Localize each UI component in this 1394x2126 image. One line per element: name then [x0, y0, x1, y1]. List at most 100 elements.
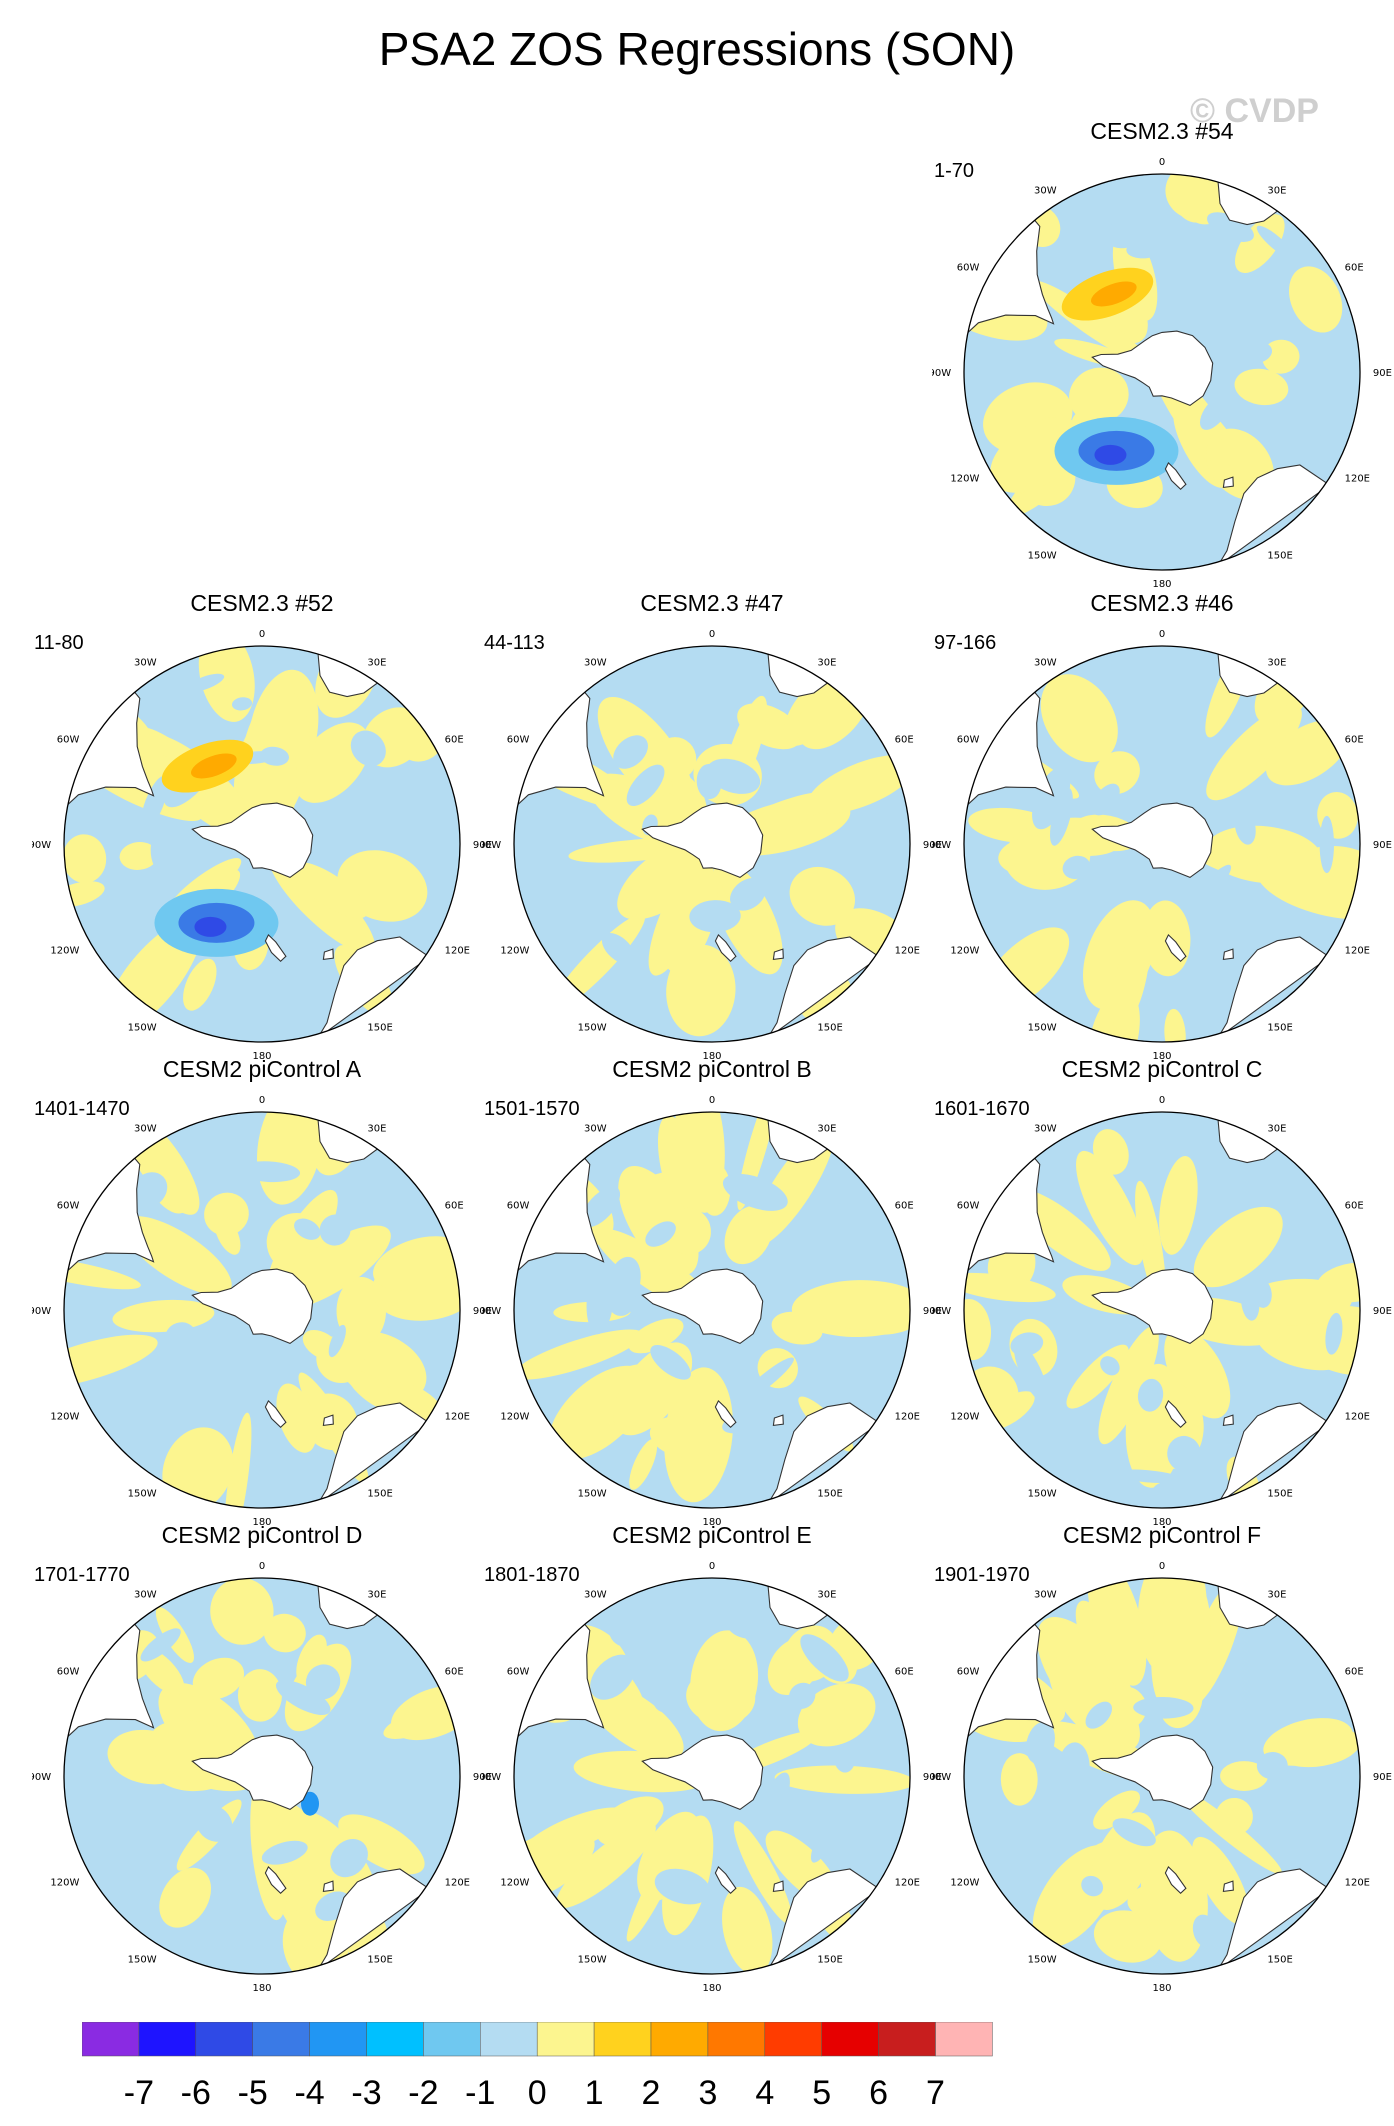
colorbar-swatch	[309, 2022, 367, 2057]
longitude-label: 0	[1159, 629, 1165, 640]
positive-anomaly-stronger	[1090, 281, 1137, 307]
negative-anomaly-region	[741, 1357, 794, 1401]
negative-anomaly-region	[294, 1218, 321, 1240]
panel-title: CESM2.3 #46	[1090, 590, 1234, 616]
negative-anomaly-region	[212, 1377, 257, 1412]
longitude-label: 60E	[1345, 1201, 1364, 1212]
longitude-label: 90W	[932, 840, 951, 851]
negative-anomaly-region	[150, 829, 177, 876]
panel-years: 1601-1670	[934, 1098, 1030, 1120]
longitude-label: 150E	[817, 1955, 842, 1966]
negative-anomaly-region	[653, 1684, 685, 1713]
negative-anomaly-region	[109, 1406, 153, 1453]
tasmania-island	[772, 1414, 784, 1427]
positive-anomaly-region	[237, 1669, 282, 1722]
cvdp-watermark: © CVDP	[1190, 92, 1319, 130]
negative-anomaly-strong	[301, 1791, 320, 1816]
negative-anomaly-region	[581, 876, 608, 915]
longitude-label: 60E	[445, 1201, 464, 1212]
longitude-label: 180	[702, 1983, 721, 1992]
longitude-label: 180	[252, 1051, 271, 1060]
positive-anomaly-region	[192, 1657, 245, 1700]
positive-anomaly-region	[617, 839, 713, 920]
negative-anomaly-region	[581, 1186, 621, 1228]
negative-anomaly-region	[1081, 1875, 1104, 1897]
longitude-label: 120W	[950, 1877, 979, 1888]
tasmania-island	[772, 948, 784, 961]
positive-anomaly-region	[296, 1634, 327, 1684]
longitude-label: 90W	[932, 1772, 951, 1783]
south-america-landmass	[964, 1620, 1055, 1742]
longitude-label: 90W	[932, 368, 951, 379]
longitude-label: 60W	[507, 735, 530, 746]
negative-anomaly-region	[1113, 1469, 1182, 1484]
longitude-label: 30E	[367, 1123, 386, 1134]
colorbar-swatch	[650, 2022, 709, 2057]
longitude-label: 30W	[134, 1589, 157, 1600]
longitude-label: 30E	[817, 1589, 836, 1600]
south-america-landmass	[64, 1154, 155, 1276]
negative-anomaly-region	[130, 1172, 168, 1209]
panel-title: CESM2.3 #47	[640, 590, 784, 616]
south-america-landmass	[64, 1620, 155, 1742]
longitude-label: 120W	[500, 945, 529, 956]
negative-anomaly-region	[1049, 788, 1073, 846]
positive-anomaly-region	[629, 1438, 658, 1490]
longitude-label: 120E	[895, 945, 920, 956]
longitude-label: 60W	[957, 1201, 980, 1212]
positive-anomaly-region	[1192, 1836, 1250, 1926]
polar-map: 0 30E 60E 90E 120E 150E 180 150W 120W 90W 60W 30W	[932, 629, 1392, 1060]
longitude-label: 30W	[1034, 1123, 1057, 1134]
longitude-label: 150E	[367, 1023, 392, 1034]
longitude-label: 180	[1152, 1983, 1171, 1992]
longitude-label: 150W	[128, 1023, 157, 1034]
anomaly-field	[514, 1580, 910, 1974]
longitude-label: 150E	[1267, 1023, 1292, 1034]
positive-anomaly-region	[686, 1669, 756, 1725]
longitude-label: 60E	[445, 735, 464, 746]
longitude-label: 30W	[584, 1123, 607, 1134]
colorbar-swatch	[252, 2022, 310, 2057]
longitude-label: 150W	[578, 1023, 607, 1034]
colorbar-tick-label: 5	[812, 2074, 831, 2112]
positive-anomaly-region	[159, 1867, 212, 1928]
longitude-label: 150E	[817, 1489, 842, 1500]
positive-anomaly-region	[666, 944, 736, 1037]
south-america-landmass	[514, 688, 605, 810]
positive-anomaly-region	[224, 1412, 252, 1508]
longitude-label: 0	[1159, 1561, 1165, 1572]
longitude-label: 90W	[32, 1306, 51, 1317]
polar-map: 0 30E 60E 90E 120E 150E 180 150W 120W 90W 60W 30W	[482, 1095, 942, 1526]
south-america-landmass	[514, 1620, 605, 1742]
positive-anomaly-region	[183, 958, 217, 1011]
colorbar-swatch	[707, 2022, 766, 2057]
positive-anomaly-region	[637, 1811, 702, 1902]
colorbar-swatch	[423, 2022, 481, 2057]
negative-anomaly-region	[328, 1324, 346, 1358]
longitude-label: 60E	[1345, 263, 1364, 274]
map-panel-10: CESM2 piControl F 1901-1970 0 30E 60E 90E 12…	[932, 1522, 1392, 1992]
map-panel-6: CESM2 piControl B 1501-1570 0 30E 60E 90E 12…	[482, 1056, 942, 1526]
new-zealand-island	[264, 933, 287, 963]
new-zealand-island	[1164, 1865, 1187, 1895]
positive-anomaly-region	[1220, 1761, 1269, 1791]
positive-anomaly-region	[819, 1283, 910, 1330]
negative-anomaly-region	[1325, 1312, 1343, 1355]
positive-anomaly-region	[1164, 1008, 1186, 1042]
negative-anomaly-region	[833, 1743, 855, 1773]
longitude-label: 0	[259, 1095, 265, 1106]
longitude-label: 30W	[1034, 657, 1057, 668]
longitude-label: 0	[1159, 1095, 1165, 1106]
negative-anomaly-region	[1167, 1435, 1201, 1472]
negative-anomaly-region	[800, 1634, 849, 1682]
positive-anomaly-region	[1176, 1787, 1282, 1874]
longitude-label: 90E	[473, 1306, 492, 1317]
negative-anomaly-region	[1105, 218, 1145, 249]
longitude-label: 150W	[1028, 551, 1057, 562]
colorbar-swatch	[764, 2022, 822, 2057]
antarctica-landmass	[1091, 1734, 1214, 1811]
longitude-label: 180	[252, 1517, 271, 1526]
negative-anomaly-region	[645, 1221, 676, 1247]
negative-anomaly-region	[231, 697, 253, 711]
longitude-label: 120W	[50, 1877, 79, 1888]
